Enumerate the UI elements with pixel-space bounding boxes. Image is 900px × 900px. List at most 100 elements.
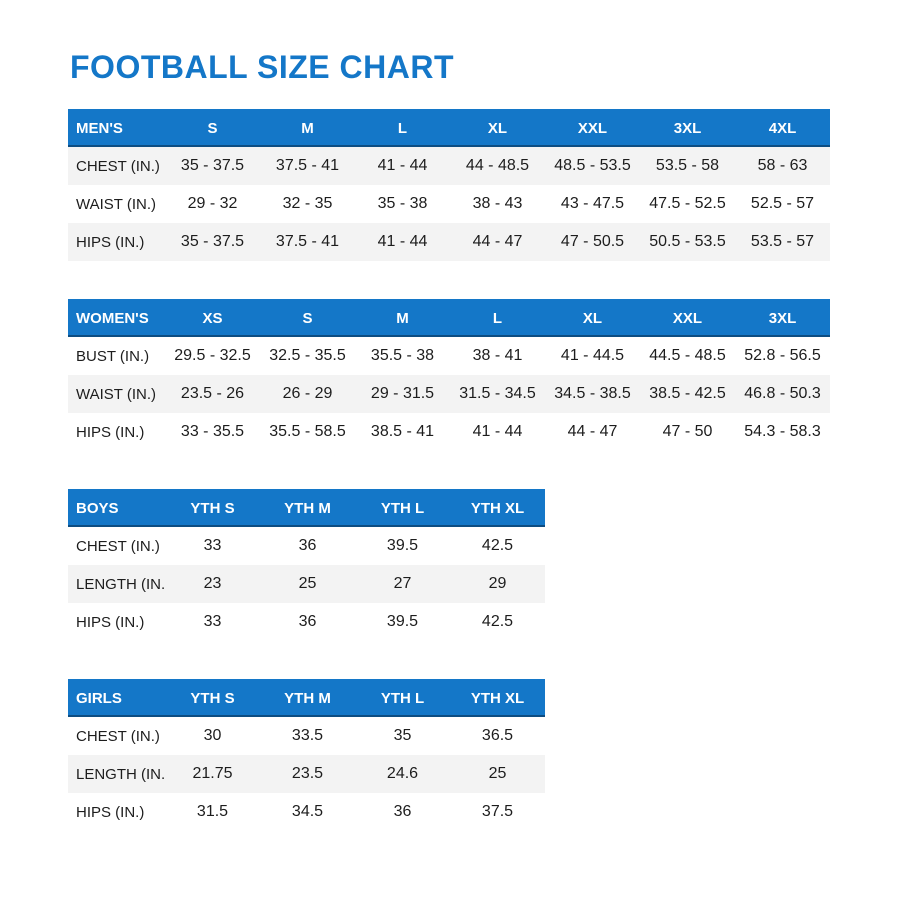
value-cell: 41 - 44 [472,423,523,441]
size-header-cell: YTH M [260,489,355,528]
value-cell: 44 - 47 [567,423,618,441]
value-cell: 35 [393,727,412,745]
value-cell: 35 - 37.5 [165,147,260,186]
value-cell: 31.5 [196,803,229,821]
womens-size-table: WOMEN'S XS S M L XL XXL 3XL BUST (IN.) 29.5 - 32.… [68,299,900,451]
value-cell: 24.6 [355,755,450,794]
value-cell: 27 [355,565,450,604]
size-header-cell: YTH XL [450,679,545,718]
value-cell: 47.5 - 52.5 [649,195,726,213]
value-cell: 36 [298,613,317,631]
size-header-cell: YTH L [355,679,450,718]
value-cell: 37.5 - 41 [260,223,355,262]
value-cell: 34.5 - 38.5 [545,375,640,414]
row-label-cell: BUST (IN.) [76,347,150,365]
size-header-cell: XXL [545,109,640,148]
row-label-cell: WAIST (IN.) [68,375,165,414]
value-cell: 25 [260,565,355,604]
value-cell: 43 - 47.5 [560,195,625,213]
value-cell: 38 - 43 [472,195,523,213]
value-cell: 35.5 - 38 [370,347,435,365]
row-label-cell: HIPS (IN.) [76,803,145,821]
row-label-cell: HIPS (IN.) [76,423,145,441]
value-cell: 44 - 47 [450,223,545,262]
value-cell: 29.5 - 32.5 [174,347,251,365]
value-cell: 32.5 - 35.5 [269,347,346,365]
size-header-cell: L [450,299,545,338]
value-cell: 52.8 - 56.5 [744,347,821,365]
size-header-cell: XS [165,299,260,338]
size-header-cell: XL [545,299,640,338]
value-cell: 36 [393,803,412,821]
value-cell: 29 - 32 [187,195,238,213]
row-label-cell: CHEST (IN.) [76,727,160,745]
row-label-cell: LENGTH (IN.) [68,755,165,794]
value-cell: 46.8 - 50.3 [735,375,830,414]
value-cell: 34.5 [291,803,324,821]
value-cell: 35.5 - 58.5 [269,423,346,441]
value-cell: 36.5 [481,727,514,745]
size-header-cell: S [260,299,355,338]
row-label-cell: WAIST (IN.) [76,195,156,213]
value-cell: 47 - 50.5 [545,223,640,262]
value-cell: 21.75 [165,755,260,794]
value-cell: 29 - 31.5 [355,375,450,414]
value-cell: 39.5 [386,613,419,631]
group-label-cell: BOYS [68,489,165,528]
size-header-cell: M [260,109,355,148]
value-cell: 32 - 35 [282,195,333,213]
size-header-cell: 4XL [735,109,830,148]
value-cell: 44 - 48.5 [450,147,545,186]
value-cell: 23.5 [260,755,355,794]
row-label-cell: HIPS (IN.) [76,613,145,631]
value-cell: 47 - 50 [662,423,713,441]
value-cell: 50.5 - 53.5 [640,223,735,262]
value-cell: 33 [203,537,222,555]
size-header-cell: YTH L [355,489,450,528]
size-header-cell: 3XL [735,299,830,338]
value-cell: 37.5 [481,803,514,821]
girls-size-table: GIRLS YTH S YTH M YTH L YTH XL CHEST (IN.) 30 3… [68,679,900,831]
value-cell: 26 - 29 [260,375,355,414]
value-cell: 23.5 - 26 [165,375,260,414]
value-cell: 53.5 - 58 [640,147,735,186]
value-cell: 54.3 - 58.3 [744,423,821,441]
value-cell: 38.5 - 41 [370,423,435,441]
value-cell: 33 - 35.5 [180,423,245,441]
row-label-cell: CHEST (IN.) [76,537,160,555]
value-cell: 30 [203,727,222,745]
size-header-cell: M [355,299,450,338]
group-label-cell: WOMEN'S [68,299,165,338]
value-cell: 37.5 - 41 [260,147,355,186]
value-cell: 35 - 38 [377,195,428,213]
value-cell: 48.5 - 53.5 [545,147,640,186]
size-header-cell: XXL [640,299,735,338]
value-cell: 29 [450,565,545,604]
value-cell: 35 - 37.5 [165,223,260,262]
value-cell: 33.5 [291,727,324,745]
size-header-cell: YTH M [260,679,355,718]
size-header-cell: YTH S [165,489,260,528]
value-cell: 36 [298,537,317,555]
value-cell: 52.5 - 57 [750,195,815,213]
group-label-cell: MEN'S [68,109,165,148]
value-cell: 38.5 - 42.5 [640,375,735,414]
size-header-cell: XL [450,109,545,148]
value-cell: 53.5 - 57 [735,223,830,262]
value-cell: 23 [165,565,260,604]
row-label-cell: HIPS (IN.) [68,223,165,262]
value-cell: 42.5 [481,537,514,555]
value-cell: 31.5 - 34.5 [450,375,545,414]
row-label-cell: CHEST (IN.) [68,147,165,186]
size-header-cell: YTH S [165,679,260,718]
value-cell: 39.5 [386,537,419,555]
size-header-cell: S [165,109,260,148]
value-cell: 38 - 41 [472,347,523,365]
value-cell: 58 - 63 [735,147,830,186]
boys-size-table: BOYS YTH S YTH M YTH L YTH XL CHEST (IN.) 33 36… [68,489,900,641]
value-cell: 41 - 44 [355,147,450,186]
mens-size-table: MEN'S S M L XL XXL 3XL 4XL CHEST (IN.) 35 - 37.5 3… [68,109,900,262]
size-header-cell: L [355,109,450,148]
value-cell: 41 - 44 [355,223,450,262]
